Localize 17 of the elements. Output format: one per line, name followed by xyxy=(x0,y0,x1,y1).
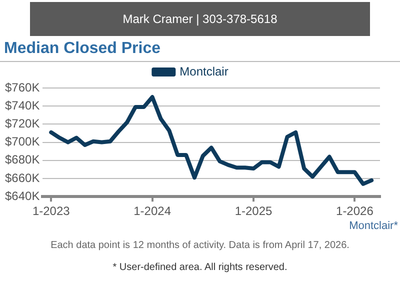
text: * User-defined area. All rights reserved. xyxy=(112,262,288,273)
y-tick-label: $740K xyxy=(4,98,40,112)
y-tick-label: $640K xyxy=(4,188,40,203)
y-tick-label: $760K xyxy=(4,80,40,94)
x-tick-label: 1-2023 xyxy=(32,204,70,218)
y-tick-label: $700K xyxy=(4,134,40,149)
x-tick-label: 1-2024 xyxy=(134,204,172,218)
x-tick-label: 1-2026 xyxy=(336,204,374,218)
y-tick-label: $720K xyxy=(4,116,40,131)
text: Each data point is 12 months of activity. Data is from April 17, 2026. xyxy=(50,240,350,251)
x-tick-label: 1-2025 xyxy=(234,204,273,218)
text: Montclair* xyxy=(349,220,398,232)
y-tick-label: $680K xyxy=(4,152,40,167)
text: Mark Cramer | 303-378-5618 xyxy=(30,2,370,36)
y-tick-label: $660K xyxy=(4,170,40,185)
legend-label: Montclair xyxy=(180,64,228,78)
chart-title: Median Closed Price xyxy=(4,40,160,58)
